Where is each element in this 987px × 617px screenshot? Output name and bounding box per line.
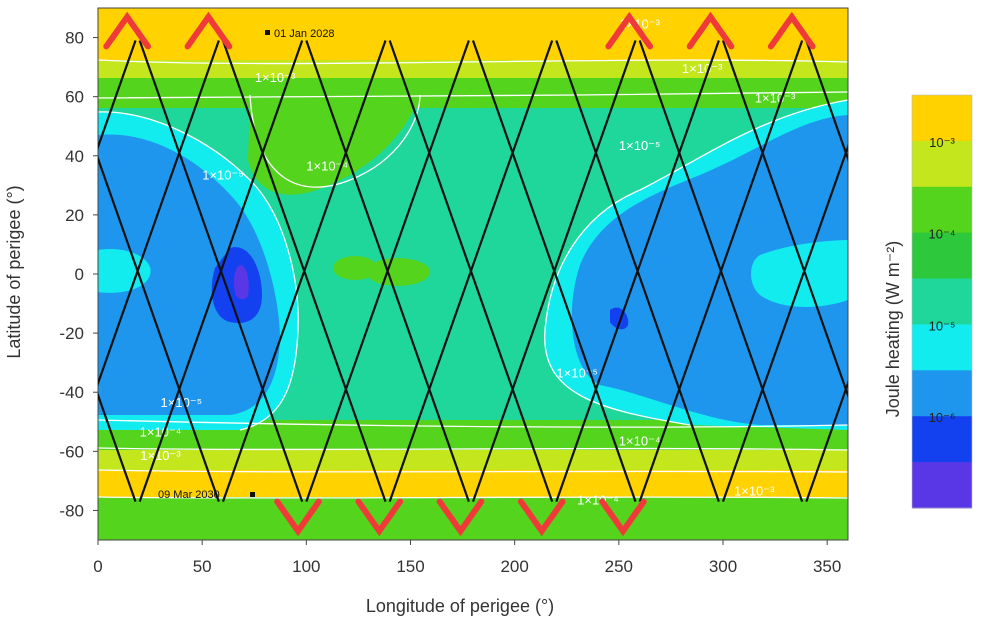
y-tick-label: 0: [75, 265, 84, 284]
contour-region-violet-west: [234, 265, 249, 300]
colorbar: 10⁻³ 10⁻⁴ 10⁻⁵ 10⁻⁶: [911, 94, 973, 509]
colorbar-band: [912, 324, 972, 371]
contour-label: 1×10⁻³: [755, 91, 796, 106]
track-turn-north: [605, 11, 654, 50]
x-tick-label: 350: [813, 557, 841, 576]
track-turn-south: [355, 498, 404, 537]
contour-region-green-equator: [333, 256, 377, 280]
contour-region-cyan-small: [98, 249, 151, 293]
x-tick-label: 100: [292, 557, 320, 576]
track-end-marker: [250, 492, 255, 497]
track-turn-south: [517, 498, 566, 537]
track-annotations: 01 Jan 2028 09 Mar 2030: [158, 28, 335, 501]
colorbar-band: [912, 140, 972, 188]
track-segment-ascending: [555, 40, 720, 502]
colorbar-band: [912, 232, 972, 280]
colorbar-tick-label: 10⁻⁵: [929, 318, 956, 333]
contour-labels: 1×10⁻³ 1×10⁻³ 1×10⁻³ 1×10⁻³ 1×10⁻⁴ 1×10⁻⁵ 1×10…: [140, 17, 796, 508]
track-segment-ascending: [98, 40, 137, 151]
track-segment-ascending: [388, 40, 554, 502]
contour-label: 1×10⁻⁴: [306, 159, 348, 174]
y-tick-label: -80: [59, 501, 84, 520]
track-turn-south: [274, 498, 322, 537]
colorbar-tick-label: 10⁻⁶: [929, 410, 956, 425]
track-turn-north: [184, 11, 233, 50]
track-start-label: 01 Jan 2028: [274, 28, 335, 40]
x-tick-label: 150: [396, 557, 424, 576]
contour-label: 1×10⁻³: [255, 70, 296, 85]
colorbar-band: [912, 370, 972, 417]
track-segment-descending: [98, 391, 137, 502]
track-turn-north: [103, 11, 151, 50]
y-tick-label: 20: [65, 206, 84, 225]
x-axis-title: Longitude of perigee (°): [366, 596, 554, 616]
track-turn-south: [436, 498, 485, 537]
colorbar-band: [912, 462, 972, 509]
y-axis: -80 -60 -40 -20 0 20 40 60 80: [59, 29, 98, 520]
track-segment-ascending: [98, 40, 220, 387]
contour-label: 1×10⁻⁵: [556, 365, 598, 380]
contour-label: 1×10⁻⁵: [202, 167, 244, 182]
contour-region-high-south: [98, 470, 848, 500]
x-tick-label: 50: [193, 557, 212, 576]
contour-label: 1×10⁻⁴: [140, 425, 182, 440]
contour-label: 1×10⁻³: [682, 61, 723, 76]
track-end-label: 09 Mar 2030: [158, 489, 220, 501]
contour-label: 1×10⁻⁴: [619, 433, 661, 448]
track-segment-ascending: [471, 40, 637, 502]
colorbar-tick-label: 10⁻⁴: [929, 227, 956, 242]
track-turn-north: [686, 11, 735, 50]
track-segment-ascending: [138, 40, 304, 502]
x-tick-label: 250: [605, 557, 633, 576]
track-segment-ascending: [638, 40, 804, 502]
x-tick-label: 300: [709, 557, 737, 576]
contour-label: 1×10⁻⁵: [619, 138, 661, 153]
track-segment-descending: [805, 40, 848, 163]
track-segment-ascending: [305, 40, 470, 502]
track-segment-ascending: [805, 380, 848, 502]
colorbar-band: [912, 278, 972, 325]
track-segment-ascending: [721, 143, 848, 502]
track-turn-north: [767, 11, 816, 50]
contour-region-blue-east: [571, 115, 848, 425]
y-tick-label: 80: [65, 29, 84, 48]
orbit-perigee-track: [98, 40, 848, 502]
y-tick-label: -40: [59, 383, 84, 402]
track-turn-south: [599, 498, 647, 537]
y-axis-title: Latitude of perigee (°): [4, 185, 24, 358]
x-tick-label: 200: [500, 557, 528, 576]
contour-label: 1×10⁻³: [140, 448, 181, 463]
contour-region-green-lobe: [248, 95, 420, 195]
contour-region-green-equator-2: [366, 258, 430, 286]
x-tick-label: 0: [93, 557, 102, 576]
contour-label: 1×10⁻⁵: [161, 395, 203, 410]
track-start-marker: [265, 30, 270, 35]
contour-label: 1×10⁻³: [734, 484, 775, 499]
y-tick-label: -20: [59, 324, 84, 343]
contour-region-blue-west: [98, 134, 280, 415]
colorbar-band: [912, 416, 972, 463]
orbit-perigee-track-highlight: [103, 11, 816, 537]
y-tick-label: 60: [65, 88, 84, 107]
y-tick-label: 40: [65, 147, 84, 166]
x-axis: 0 50 100 150 200 250 300 350: [93, 540, 841, 576]
colorbar-band: [912, 186, 972, 234]
colorbar-frame: [911, 94, 973, 509]
contour-region-cyan-small-east: [751, 240, 848, 307]
colorbar-title: Joule heating (W m⁻²): [883, 241, 903, 418]
track-segment-ascending: [221, 40, 387, 502]
contour-label: 1×10⁻⁴: [577, 493, 619, 508]
y-tick-label: -60: [59, 442, 84, 461]
colorbar-tick-label: 10⁻³: [929, 135, 955, 150]
colorbar-band: [912, 95, 972, 142]
